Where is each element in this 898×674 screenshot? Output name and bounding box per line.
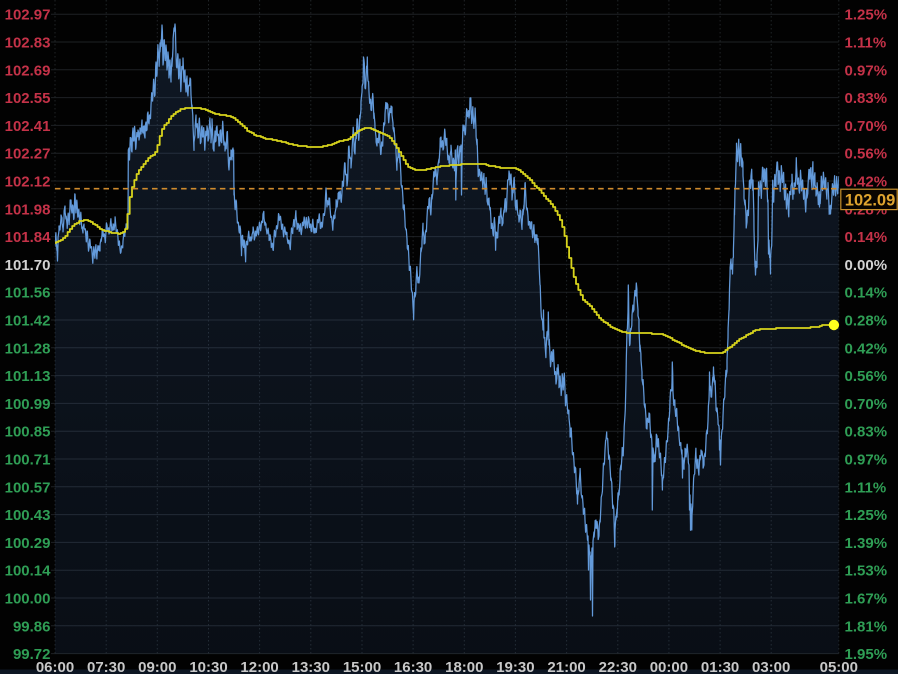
svg-text:1.25%: 1.25%: [845, 507, 888, 524]
svg-text:0.83%: 0.83%: [845, 424, 888, 441]
svg-text:00:00: 00:00: [650, 659, 688, 674]
svg-text:12:00: 12:00: [240, 659, 278, 674]
svg-text:10:30: 10:30: [189, 659, 227, 674]
svg-text:0.56%: 0.56%: [845, 146, 888, 163]
svg-text:102.41: 102.41: [5, 118, 51, 135]
svg-text:100.43: 100.43: [5, 507, 51, 524]
svg-text:101.28: 101.28: [5, 340, 51, 357]
svg-text:102.09: 102.09: [845, 191, 895, 209]
svg-text:1.67%: 1.67%: [845, 591, 888, 608]
svg-text:102.27: 102.27: [5, 146, 51, 163]
svg-text:101.84: 101.84: [5, 229, 52, 246]
svg-text:101.56: 101.56: [5, 285, 51, 302]
svg-text:0.14%: 0.14%: [845, 285, 888, 302]
svg-text:1.53%: 1.53%: [845, 563, 888, 580]
svg-text:101.98: 101.98: [5, 201, 51, 218]
svg-text:03:00: 03:00: [752, 659, 790, 674]
svg-text:100.14: 100.14: [5, 563, 52, 580]
svg-text:22:30: 22:30: [599, 659, 637, 674]
svg-text:13:30: 13:30: [292, 659, 330, 674]
svg-text:101.70: 101.70: [5, 257, 51, 274]
svg-text:07:30: 07:30: [87, 659, 125, 674]
svg-text:1.25%: 1.25%: [845, 7, 888, 24]
svg-text:0.70%: 0.70%: [845, 118, 888, 135]
svg-text:05:00: 05:00: [820, 659, 858, 674]
svg-text:16:30: 16:30: [394, 659, 432, 674]
svg-text:0.97%: 0.97%: [845, 62, 888, 79]
svg-text:102.69: 102.69: [5, 62, 51, 79]
svg-text:0.42%: 0.42%: [845, 340, 888, 357]
svg-text:0.42%: 0.42%: [845, 174, 888, 191]
svg-text:0.70%: 0.70%: [845, 396, 888, 413]
svg-text:100.85: 100.85: [5, 424, 51, 441]
svg-text:0.28%: 0.28%: [845, 313, 888, 330]
svg-text:0.56%: 0.56%: [845, 368, 888, 385]
svg-text:1.39%: 1.39%: [845, 535, 888, 552]
svg-text:102.97: 102.97: [5, 7, 51, 24]
svg-text:1.11%: 1.11%: [845, 35, 887, 52]
svg-text:102.12: 102.12: [5, 174, 51, 191]
svg-text:1.95%: 1.95%: [845, 646, 888, 663]
svg-text:01:30: 01:30: [701, 659, 739, 674]
svg-text:18:00: 18:00: [445, 659, 483, 674]
svg-text:1.81%: 1.81%: [845, 618, 888, 635]
svg-text:06:00: 06:00: [36, 659, 74, 674]
svg-text:21:00: 21:00: [547, 659, 585, 674]
svg-text:0.83%: 0.83%: [845, 90, 888, 107]
svg-text:99.72: 99.72: [13, 646, 51, 663]
svg-text:99.86: 99.86: [13, 618, 51, 635]
svg-text:101.13: 101.13: [5, 368, 51, 385]
svg-text:100.29: 100.29: [5, 535, 51, 552]
svg-text:0.14%: 0.14%: [845, 229, 888, 246]
svg-text:15:00: 15:00: [343, 659, 381, 674]
svg-text:100.00: 100.00: [5, 591, 51, 608]
svg-text:100.99: 100.99: [5, 396, 51, 413]
svg-text:100.57: 100.57: [5, 479, 51, 496]
svg-text:101.42: 101.42: [5, 313, 51, 330]
svg-text:1.11%: 1.11%: [845, 479, 887, 496]
svg-text:09:00: 09:00: [138, 659, 176, 674]
svg-text:102.83: 102.83: [5, 35, 51, 52]
svg-text:0.97%: 0.97%: [845, 452, 888, 469]
svg-text:0.00%: 0.00%: [845, 257, 888, 274]
svg-text:100.71: 100.71: [5, 452, 51, 469]
svg-text:102.55: 102.55: [5, 90, 51, 107]
svg-text:19:30: 19:30: [496, 659, 534, 674]
